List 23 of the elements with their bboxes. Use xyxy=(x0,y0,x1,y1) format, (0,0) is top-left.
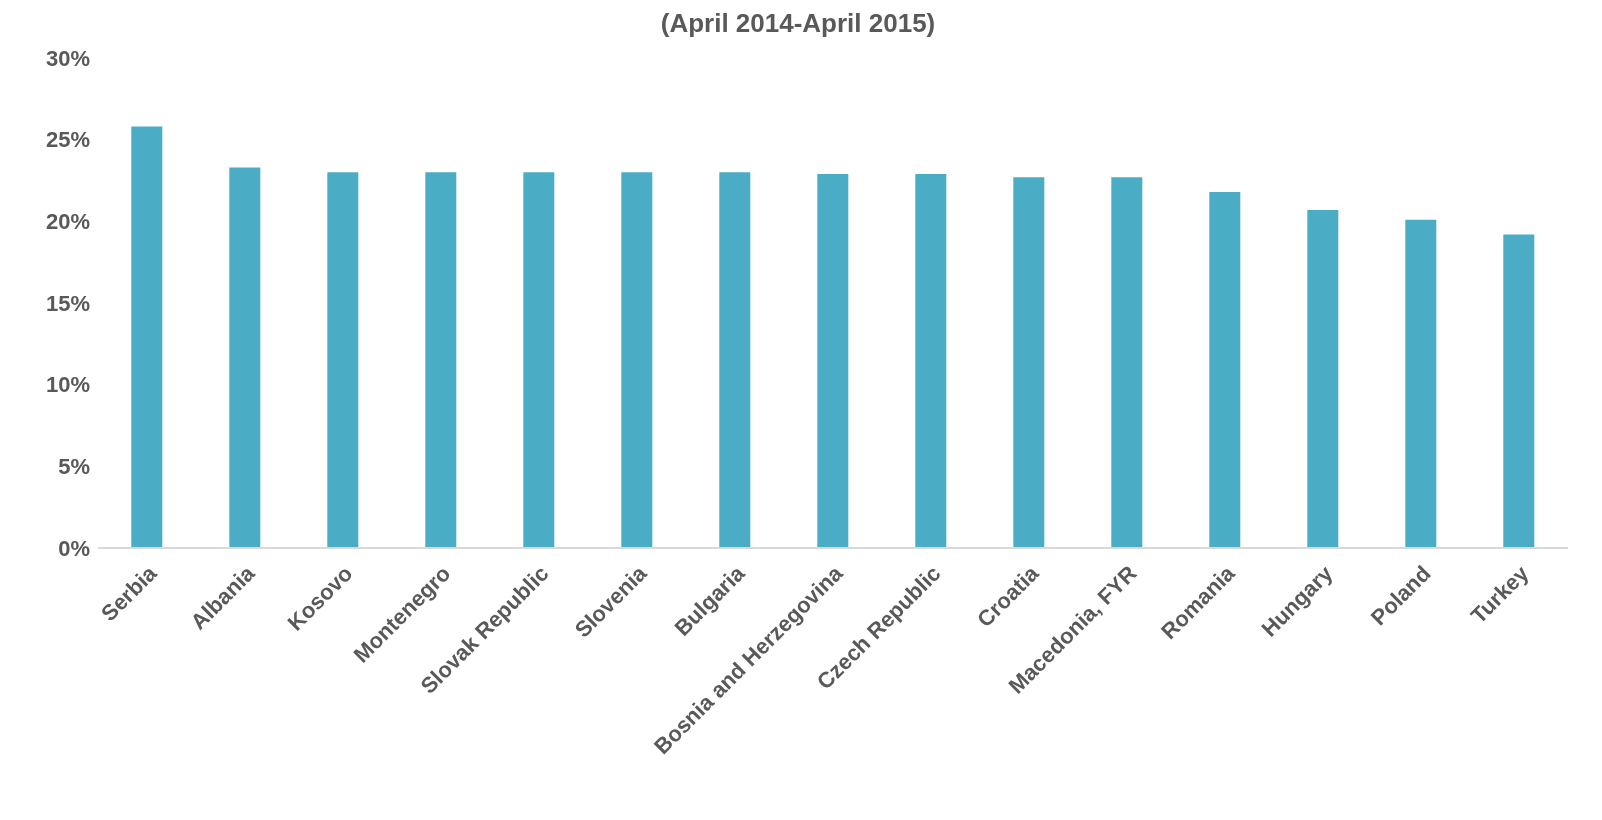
y-tick-label: 5% xyxy=(58,454,90,480)
y-tick-label: 15% xyxy=(45,290,90,316)
bar xyxy=(131,126,163,548)
bar xyxy=(425,172,457,548)
y-tick-label: 25% xyxy=(45,127,90,153)
bar xyxy=(1503,234,1535,548)
bar xyxy=(817,173,849,548)
bar xyxy=(523,172,555,548)
chart-title: (April 2014-April 2015) xyxy=(659,8,937,39)
y-tick-label: 10% xyxy=(45,372,90,398)
bar xyxy=(1111,177,1143,548)
bar xyxy=(1405,219,1437,548)
bar xyxy=(229,167,261,548)
bar xyxy=(621,172,653,548)
y-tick-label: 30% xyxy=(45,45,90,71)
bar xyxy=(1307,209,1339,548)
bar xyxy=(719,172,751,548)
bar xyxy=(915,173,947,548)
y-tick-label: 20% xyxy=(45,209,90,235)
bar xyxy=(1209,191,1241,548)
bar xyxy=(327,172,359,548)
y-tick-label: 0% xyxy=(58,535,90,561)
bar xyxy=(1013,177,1045,548)
